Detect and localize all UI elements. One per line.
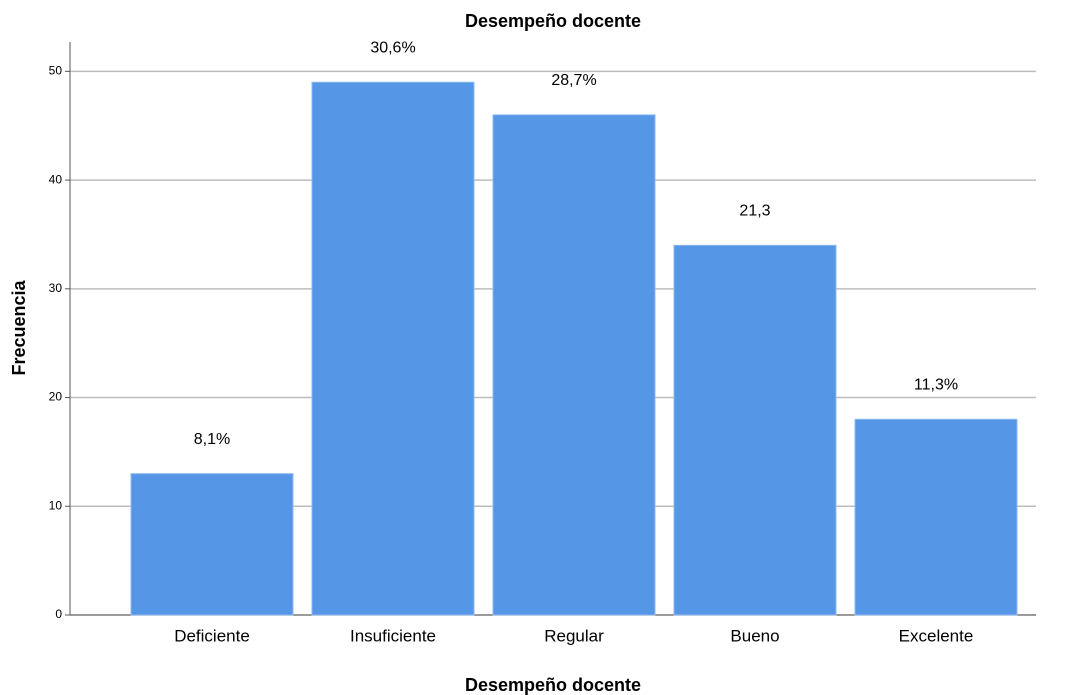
x-tick-label: Excelente xyxy=(899,626,974,645)
y-tick-label: 20 xyxy=(49,390,63,404)
x-axis-label: Desempeño docente xyxy=(465,675,641,695)
y-axis-label: Frecuencia xyxy=(9,279,29,375)
y-tick-label: 10 xyxy=(49,498,63,512)
bar xyxy=(492,114,656,616)
y-tick-label: 0 xyxy=(55,607,62,621)
bar xyxy=(673,244,837,616)
x-tick-label: Deficiente xyxy=(174,626,250,645)
bar xyxy=(854,418,1018,616)
x-tick-label: Regular xyxy=(544,626,604,645)
annotation: 21,3 xyxy=(739,203,770,220)
chart-title: Desempeño docente xyxy=(465,11,641,31)
bar xyxy=(311,81,475,616)
x-tick-label: Bueno xyxy=(730,626,779,645)
y-tick-label: 50 xyxy=(49,64,63,78)
bar xyxy=(130,473,294,616)
annotation: 28,7% xyxy=(551,72,596,89)
y-tick-label: 40 xyxy=(49,172,63,186)
annotation: 8,1% xyxy=(194,431,230,448)
x-tick-label: Insuficiente xyxy=(350,626,436,645)
y-tick-label: 30 xyxy=(49,281,63,295)
annotation: 30,6% xyxy=(370,39,415,56)
annotation: 11,3% xyxy=(914,377,958,394)
